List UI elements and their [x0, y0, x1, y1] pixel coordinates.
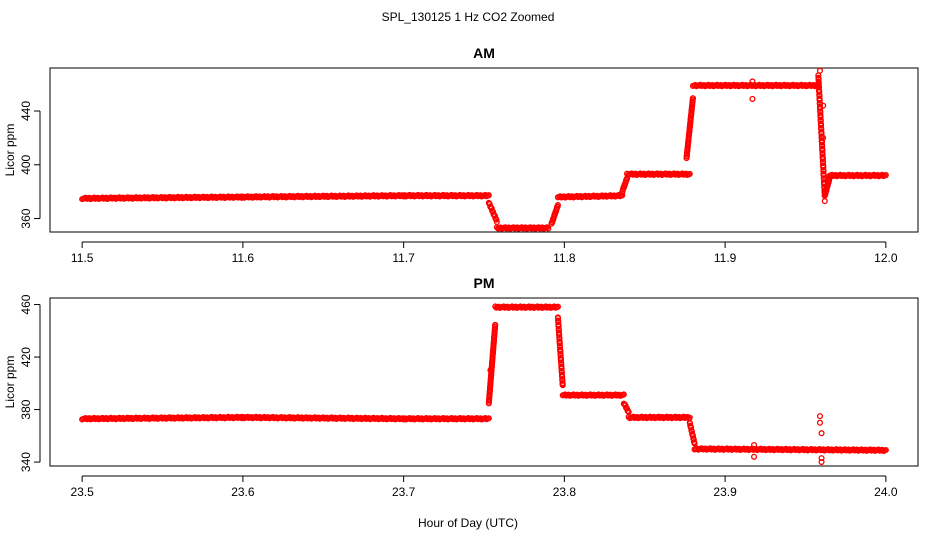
pm-x-tick-label: 23.7 — [392, 485, 416, 499]
am-point — [816, 89, 823, 96]
am-point — [545, 225, 552, 232]
pm-y-tick-label: 460 — [19, 294, 33, 314]
pm-point — [688, 424, 695, 431]
am-outlier-point — [749, 78, 756, 85]
pm-point — [556, 340, 563, 347]
am-point — [686, 170, 693, 178]
am-x-tick-label: 11.5 — [71, 251, 94, 265]
pm-point — [559, 373, 566, 380]
pm-panel: PM 23.5 23.6 23.7 23.8 23.9 24.0 340 380 420 460 Li… — [3, 275, 919, 499]
pm-panel-title: PM — [474, 275, 495, 291]
am-x-tick-label: 11.6 — [232, 251, 255, 265]
am-data-points — [79, 67, 889, 232]
pm-point — [557, 348, 564, 355]
am-y-tick-label: 400 — [19, 154, 33, 174]
pm-plot-frame — [49, 297, 919, 467]
am-point — [817, 122, 825, 129]
pm-point — [691, 440, 698, 447]
pm-point — [554, 303, 561, 310]
am-panel: AM 11.5 11.6 11.7 11.8 11.9 12.0 360 400 440Licor… — [3, 45, 919, 265]
pm-x-tick-label: 24.0 — [874, 485, 898, 499]
pm-x-tick-label: 23.6 — [231, 485, 255, 499]
am-outlier-point — [821, 198, 828, 205]
pm-outlier-point — [818, 430, 825, 437]
pm-point — [557, 357, 565, 364]
pm-point — [559, 382, 566, 389]
pm-point — [689, 432, 697, 440]
am-point — [485, 192, 492, 199]
am-point — [820, 172, 827, 179]
am-point — [820, 164, 827, 171]
pm-point — [555, 323, 562, 330]
am-point — [819, 147, 826, 154]
am-y-axis: 360 400 440 — [19, 101, 41, 229]
am-point — [819, 156, 826, 163]
pm-point — [882, 446, 889, 454]
am-outlier-point — [820, 102, 827, 109]
pm-point — [492, 321, 499, 329]
pm-data-points — [79, 303, 889, 466]
am-y-tick-label: 440 — [19, 101, 33, 121]
figure-title: SPL_130125 1 Hz CO2 Zoomed — [382, 10, 555, 24]
pm-outlier-point — [818, 459, 825, 466]
pm-point — [558, 365, 565, 372]
pm-outlier-point — [816, 419, 823, 426]
am-outlier-point — [820, 134, 827, 141]
am-y-axis-label: Licor ppm — [3, 124, 17, 177]
pm-y-tick-label: 420 — [19, 347, 33, 367]
pm-x-tick-label: 23.9 — [713, 485, 737, 499]
pm-point — [554, 315, 562, 322]
am-x-tick-label: 11.9 — [714, 251, 737, 265]
am-point — [817, 105, 824, 112]
pm-point — [556, 331, 563, 338]
pm-y-axis: 340 380 420 460 — [19, 294, 41, 472]
pm-outlier-point — [750, 441, 758, 449]
am-plot-frame — [49, 67, 919, 233]
figure-x-axis-label: Hour of Day (UTC) — [418, 516, 518, 530]
am-x-tick-label: 11.8 — [553, 251, 576, 265]
pm-y-tick-label: 380 — [19, 399, 33, 419]
am-x-tick-label: 11.7 — [392, 251, 415, 265]
pm-point — [485, 415, 492, 422]
am-point — [544, 224, 551, 231]
am-outlier-point — [816, 67, 823, 74]
am-x-tick-label: 12.0 — [874, 251, 898, 265]
pm-x-tick-label: 23.8 — [553, 485, 577, 499]
pm-point — [620, 391, 627, 398]
pm-x-axis: 23.5 23.6 23.7 23.8 23.9 24.0 — [70, 475, 898, 499]
pm-outlier-point — [750, 453, 758, 460]
am-x-axis: 11.5 11.6 11.7 11.8 11.9 12.0 — [71, 241, 898, 265]
pm-y-axis-label: Licor ppm — [3, 356, 17, 409]
am-point — [554, 202, 561, 209]
am-point — [816, 97, 823, 104]
am-panel-title: AM — [473, 45, 495, 61]
am-point — [815, 80, 822, 87]
pm-point — [690, 436, 697, 443]
am-point — [882, 172, 889, 179]
pm-outlier-point — [816, 413, 823, 420]
am-outlier-point — [749, 95, 756, 102]
pm-x-tick-label: 23.5 — [70, 485, 94, 499]
am-y-tick-label: 360 — [19, 208, 33, 228]
pm-y-tick-label: 340 — [19, 452, 33, 472]
am-point — [689, 95, 697, 102]
pm-outlier-point — [487, 367, 494, 374]
pm-outlier-point — [818, 455, 825, 462]
am-point — [817, 114, 824, 121]
